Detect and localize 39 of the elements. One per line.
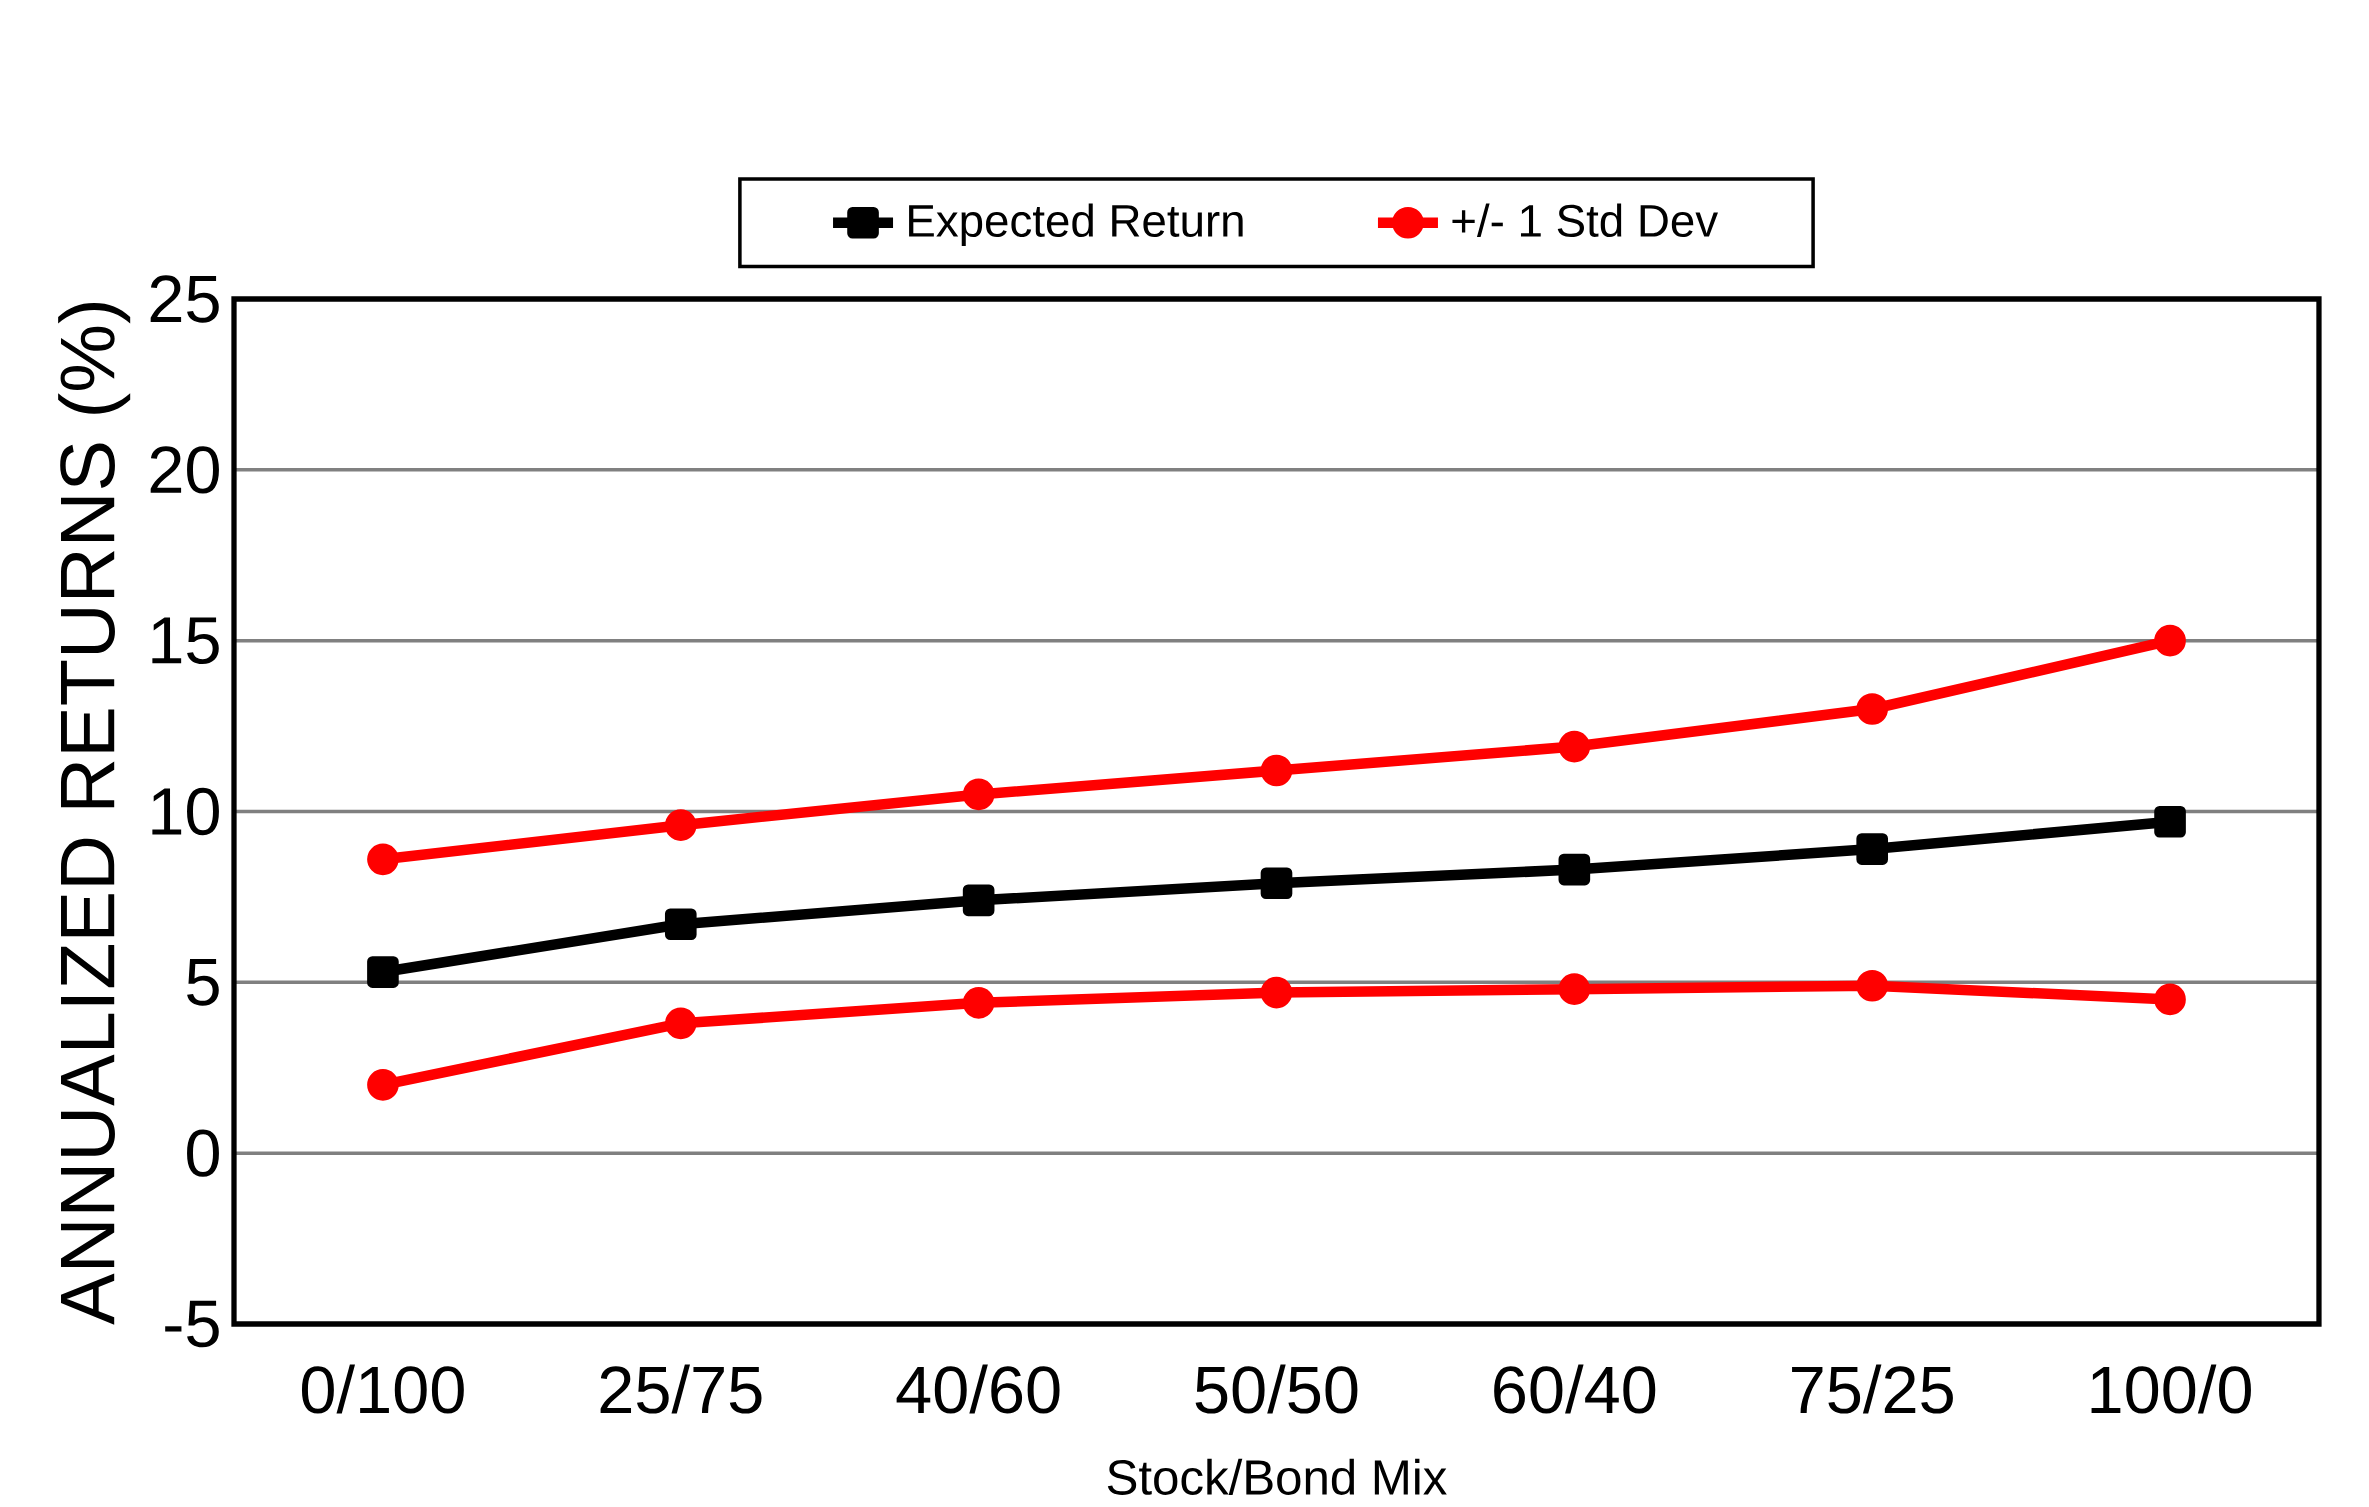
x-tick-label: 40/60	[896, 1364, 1060, 1414]
y-tick-label: 5	[187, 959, 219, 1006]
x-tick-label: 75/25	[1792, 1364, 1953, 1414]
point	[1558, 730, 1591, 763]
point	[1856, 970, 1889, 1002]
point	[962, 778, 995, 811]
point	[664, 1007, 697, 1040]
point	[962, 884, 995, 917]
point	[2154, 983, 2186, 1016]
point	[962, 987, 995, 1019]
point	[1856, 693, 1889, 725]
point	[1260, 976, 1293, 1009]
point	[2154, 806, 2186, 838]
x-tick-label: 60/40	[1494, 1364, 1656, 1414]
y-tick-label: 25	[150, 275, 219, 323]
y-axis-title: ANNUALIZED RETURNS (%)	[58, 303, 131, 1325]
point	[367, 1069, 399, 1101]
x-tick-label: 100/0	[2091, 1364, 2251, 1414]
point	[2154, 625, 2186, 657]
y-tick-label: -5	[165, 1300, 219, 1348]
y-tick-label: 15	[152, 617, 219, 665]
point	[1856, 833, 1889, 866]
point	[367, 843, 399, 876]
point	[1558, 853, 1591, 886]
point	[1558, 973, 1591, 1006]
point	[367, 956, 399, 989]
x-tick-label: 25/75	[600, 1364, 762, 1414]
x-tick-label: 0/100	[301, 1364, 464, 1414]
y-tick-label: 0	[187, 1129, 219, 1177]
point	[664, 809, 697, 842]
y-tick-label: 10	[152, 788, 219, 836]
y-tick-label: 20	[150, 446, 219, 494]
point	[1260, 867, 1293, 900]
point	[664, 908, 697, 941]
legend-label: +/- 1 Std Dev	[1452, 203, 1718, 238]
legend-label: Expected Return	[909, 203, 1243, 247]
x-axis-title: Stock/Bond Mix	[1107, 1458, 1447, 1496]
point	[1260, 754, 1293, 787]
x-tick-label: 50/50	[1195, 1364, 1358, 1414]
